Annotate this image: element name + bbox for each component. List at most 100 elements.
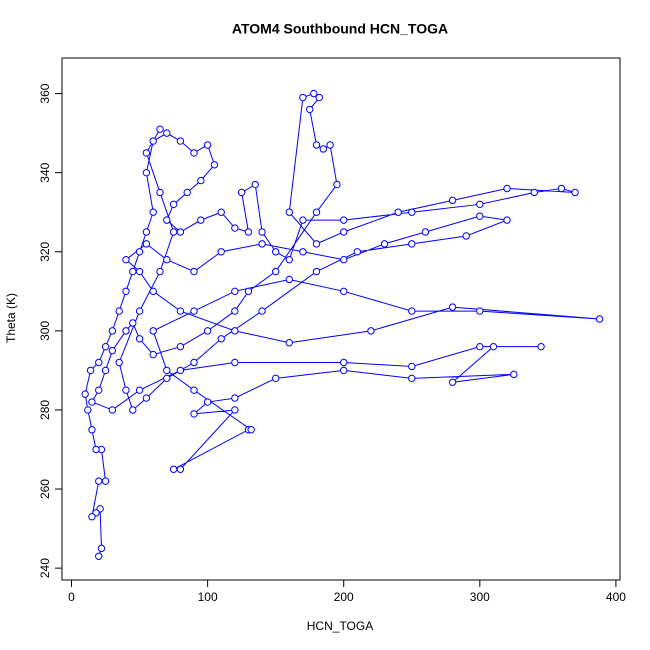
data-point [299,248,307,256]
data-point [84,406,92,414]
x-tick-label: 0 [68,590,75,604]
data-point [203,141,212,149]
data-point [122,255,130,264]
data-point [135,267,144,276]
y-tick-label: 360 [38,83,52,103]
data-point [231,287,239,296]
data-point [271,248,280,256]
data-point [312,240,321,248]
data-point [571,188,579,197]
y-tick-label: 260 [38,479,52,499]
data-point [408,208,416,216]
data-point [101,477,110,485]
data-point [326,141,334,149]
data-point [169,200,178,209]
y-tick-label: 300 [38,321,52,341]
data-point [271,374,280,383]
data-point [340,366,348,375]
data-point [217,248,225,256]
data-point [476,200,484,209]
data-point [299,93,307,102]
y-tick-label: 340 [38,162,52,182]
data-point [183,188,191,197]
data-point [176,342,185,351]
data-point [95,358,103,367]
data-point [271,267,280,276]
data-point [503,216,511,224]
data-point [86,366,95,375]
data-point [319,145,328,153]
y-tick-label: 240 [38,558,52,578]
data-point [122,327,130,335]
data-point [310,89,318,98]
data-point [203,398,212,406]
data-point [122,287,130,296]
data-point [367,327,375,335]
data-point [476,342,484,351]
data-point [299,216,307,224]
data-point [408,362,416,371]
data-point [476,212,484,220]
x-tick-label: 400 [606,590,626,604]
data-point [115,358,123,367]
data-point [81,390,89,398]
data-point [176,228,185,236]
data-point [108,406,117,414]
data-point [108,327,117,335]
data-point [163,255,171,264]
data-point [149,327,157,335]
data-point [217,208,225,216]
data-point [169,465,178,473]
data-point [244,228,253,236]
data-point [503,184,511,193]
data-point [231,307,239,315]
data-point [340,358,348,367]
data-point [190,267,198,276]
data-point [394,208,402,216]
data-point [129,406,137,414]
data-point [108,346,117,355]
data-point [537,342,545,351]
data-point [95,477,103,485]
data-point [340,287,348,296]
data-point [285,339,293,347]
data-point [203,327,212,335]
data-point [315,93,323,102]
data-point [122,386,130,394]
data-point [210,161,219,169]
data-point [251,180,259,189]
data-point [312,208,321,216]
data-point [408,240,416,248]
data-point [190,307,198,315]
data-point [353,248,362,256]
data-point [247,426,255,434]
chart-title: ATOM4 Southbound HCN_TOGA [232,21,448,37]
data-point [135,386,144,394]
data-point [142,240,151,248]
data-point [448,303,457,311]
x-tick-label: 100 [198,590,218,604]
data-point [156,267,164,276]
data-point [129,267,137,276]
data-point [340,216,348,224]
data-point [156,125,164,133]
data-point [149,208,157,216]
data-point [231,327,239,335]
data-point [163,374,171,383]
data-point [149,350,157,359]
data-point [231,406,239,414]
data-point [149,287,157,296]
data-point [163,216,171,224]
data-point [231,358,239,367]
data-point [237,188,246,197]
data-point [476,307,484,315]
data-point [530,188,538,197]
data-point [340,228,348,236]
data-point [101,342,110,351]
data-point [217,335,225,343]
data-point [190,149,198,157]
data-point [408,307,416,315]
y-axis-label: Theta (K) [4,293,18,343]
data-point [421,228,430,236]
